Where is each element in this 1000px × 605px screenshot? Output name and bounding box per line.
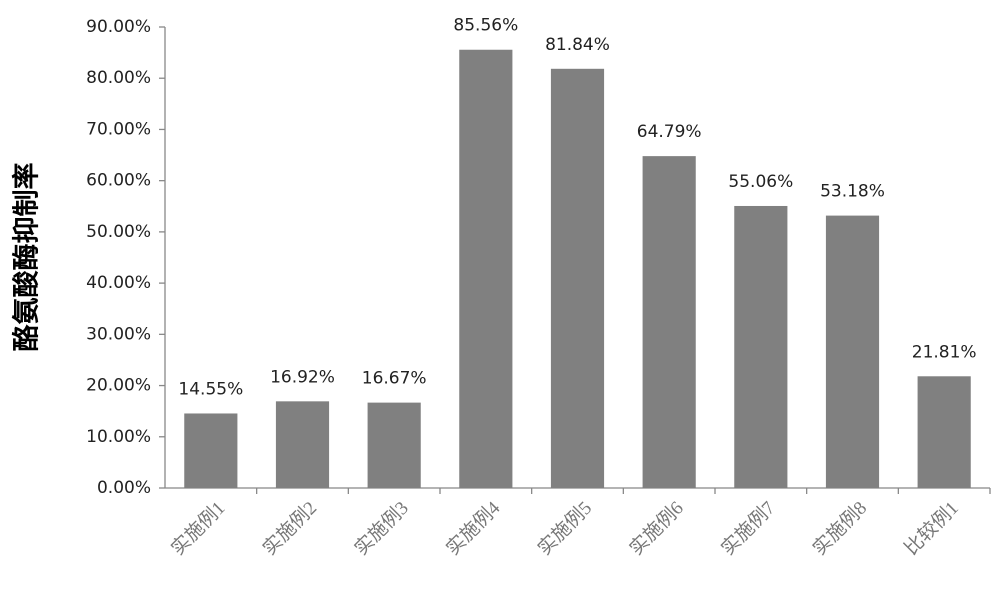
x-tick-label: 实施例5 bbox=[534, 497, 597, 560]
x-tick-label: 实施例4 bbox=[442, 497, 505, 560]
x-tick-label: 实施例2 bbox=[259, 497, 322, 560]
bar bbox=[459, 49, 513, 488]
x-tick-label: 实施例1 bbox=[167, 497, 230, 560]
y-tick-label: 20.00% bbox=[86, 376, 151, 396]
y-tick-label: 0.00% bbox=[97, 478, 151, 498]
data-label: 55.06% bbox=[728, 172, 793, 192]
data-label: 53.18% bbox=[820, 182, 885, 202]
data-label: 81.84% bbox=[545, 35, 610, 55]
data-label: 21.81% bbox=[912, 342, 977, 362]
data-label: 14.55% bbox=[178, 379, 243, 399]
y-tick-label: 50.00% bbox=[86, 222, 151, 242]
y-tick-label: 90.00% bbox=[86, 17, 151, 37]
bar bbox=[184, 413, 238, 488]
x-tick-label: 实施例7 bbox=[717, 497, 780, 560]
y-tick-label: 80.00% bbox=[86, 68, 151, 88]
x-tick-label: 实施例6 bbox=[625, 497, 688, 560]
x-tick-label: 实施例8 bbox=[809, 497, 872, 560]
bar bbox=[825, 215, 880, 488]
bar bbox=[642, 156, 696, 488]
data-label: 16.92% bbox=[270, 367, 335, 387]
bar bbox=[734, 205, 788, 488]
y-axis-label: 酪氨酸酶抑制率 bbox=[11, 163, 43, 352]
y-tick-label: 10.00% bbox=[86, 427, 151, 447]
bar bbox=[550, 68, 605, 488]
data-label: 16.67% bbox=[362, 369, 427, 389]
x-tick-label: 比较例1 bbox=[900, 497, 963, 560]
data-label: 64.79% bbox=[637, 122, 702, 142]
data-label: 85.56% bbox=[453, 16, 518, 36]
y-tick-label: 70.00% bbox=[86, 119, 151, 139]
y-tick-label: 40.00% bbox=[86, 273, 151, 293]
bar bbox=[917, 376, 971, 488]
y-tick-label: 30.00% bbox=[86, 324, 151, 344]
bar bbox=[275, 401, 330, 488]
x-tick-label: 实施例3 bbox=[350, 497, 413, 560]
y-tick-label: 60.00% bbox=[86, 171, 151, 191]
bar bbox=[367, 402, 421, 488]
